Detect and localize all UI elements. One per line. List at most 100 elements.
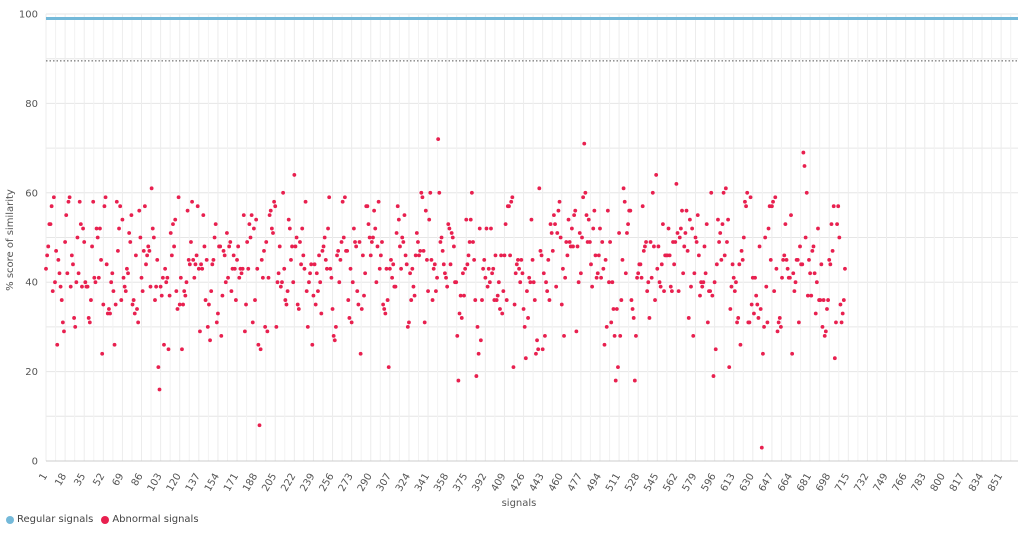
abnormal-point xyxy=(434,289,438,294)
abnormal-point xyxy=(184,280,189,285)
abnormal-point xyxy=(749,302,754,307)
abnormal-point xyxy=(747,320,752,325)
abnormal-point xyxy=(835,222,839,226)
abnormal-point xyxy=(362,293,366,298)
abnormal-point xyxy=(705,320,710,325)
abnormal-point xyxy=(621,186,626,191)
abnormal-point xyxy=(414,231,419,235)
abnormal-point xyxy=(287,226,292,231)
abnormal-point xyxy=(80,284,84,289)
abnormal-point xyxy=(393,284,398,289)
abnormal-point xyxy=(113,302,118,307)
abnormal-point xyxy=(262,249,266,253)
abnormal-point xyxy=(623,271,628,276)
abnormal-point xyxy=(440,249,445,253)
abnormal-point xyxy=(702,244,707,249)
x-tick-label: 511 xyxy=(604,472,623,494)
abnormal-point xyxy=(59,298,64,302)
abnormal-point xyxy=(99,257,103,262)
abnormal-point xyxy=(245,240,250,244)
abnormal-point xyxy=(678,226,683,231)
abnormal-point xyxy=(564,240,569,244)
abnormal-point xyxy=(619,298,624,302)
abnormal-point xyxy=(326,226,330,231)
abnormal-point xyxy=(328,266,333,271)
abnormal-point xyxy=(268,208,273,213)
abnormal-point xyxy=(389,257,393,262)
abnormal-point xyxy=(655,266,660,271)
abnormal-point xyxy=(298,240,302,244)
abnormal-point xyxy=(367,235,372,240)
legend-item-regular[interactable]: Regular signals xyxy=(6,514,93,525)
abnormal-point xyxy=(408,271,412,276)
abnormal-point xyxy=(355,289,360,294)
abnormal-point xyxy=(209,289,214,294)
abnormal-point xyxy=(173,217,178,222)
abnormal-point xyxy=(260,275,265,280)
abnormal-point xyxy=(459,316,464,320)
abnormal-point xyxy=(722,253,727,258)
abnormal-point xyxy=(263,325,268,329)
abnormal-point xyxy=(773,195,778,200)
abnormal-point xyxy=(478,338,483,343)
x-tick-label: 290 xyxy=(356,472,375,494)
abnormal-point xyxy=(689,284,693,289)
abnormal-point xyxy=(727,365,732,370)
abnormal-point xyxy=(248,235,253,240)
abnormal-point xyxy=(275,280,280,285)
abnormal-point xyxy=(51,195,56,200)
abnormal-point xyxy=(684,208,689,213)
abnormal-point xyxy=(609,320,614,325)
abnormal-point xyxy=(343,195,347,200)
x-tick-label: 851 xyxy=(986,472,1005,494)
abnormal-point xyxy=(613,378,618,383)
abnormal-point xyxy=(373,226,378,231)
abnormal-point xyxy=(418,249,423,253)
abnormal-point xyxy=(668,284,673,289)
abnormal-point xyxy=(253,298,257,302)
abnormal-point xyxy=(803,235,808,240)
abnormal-point xyxy=(643,244,647,249)
abnormal-point xyxy=(285,289,290,294)
abnormal-point xyxy=(195,204,200,209)
abnormal-point xyxy=(67,195,72,200)
abnormal-point xyxy=(130,302,135,307)
abnormal-point xyxy=(761,351,765,356)
abnormal-point xyxy=(294,235,299,240)
abnormal-point xyxy=(463,266,468,271)
abnormal-point xyxy=(640,204,645,209)
abnormal-point xyxy=(45,253,50,258)
x-tick-label: 732 xyxy=(852,472,871,494)
abnormal-point xyxy=(460,271,465,276)
abnormal-point xyxy=(44,266,48,271)
abnormal-point xyxy=(390,275,394,280)
abnormal-point xyxy=(774,266,779,271)
abnormal-point xyxy=(307,280,311,285)
x-tick-label: 358 xyxy=(432,472,451,494)
abnormal-point xyxy=(563,275,568,280)
abnormal-point xyxy=(586,217,591,222)
abnormal-point xyxy=(356,302,361,307)
abnormal-point xyxy=(166,347,171,352)
abnormal-point xyxy=(144,262,148,267)
abnormal-point xyxy=(667,253,672,258)
abnormal-point xyxy=(657,280,662,285)
abnormal-point xyxy=(821,298,826,302)
abnormal-point xyxy=(339,240,344,244)
abnormal-point xyxy=(276,271,281,276)
x-tick-label: 494 xyxy=(585,472,604,494)
abnormal-point xyxy=(525,289,529,294)
abnormal-point xyxy=(404,262,409,267)
y-tick-label: 60 xyxy=(25,188,38,199)
abnormal-point xyxy=(638,262,643,267)
abnormal-point xyxy=(92,275,97,280)
abnormal-point xyxy=(202,244,207,249)
x-tick-label: 443 xyxy=(528,472,547,494)
abnormal-point xyxy=(753,275,757,280)
legend-item-abnormal[interactable]: Abnormal signals xyxy=(101,514,199,525)
abnormal-point xyxy=(745,190,750,195)
abnormal-point xyxy=(481,266,486,271)
abnormal-point xyxy=(131,298,136,302)
abnormal-point xyxy=(659,262,664,267)
abnormal-point xyxy=(772,289,777,294)
